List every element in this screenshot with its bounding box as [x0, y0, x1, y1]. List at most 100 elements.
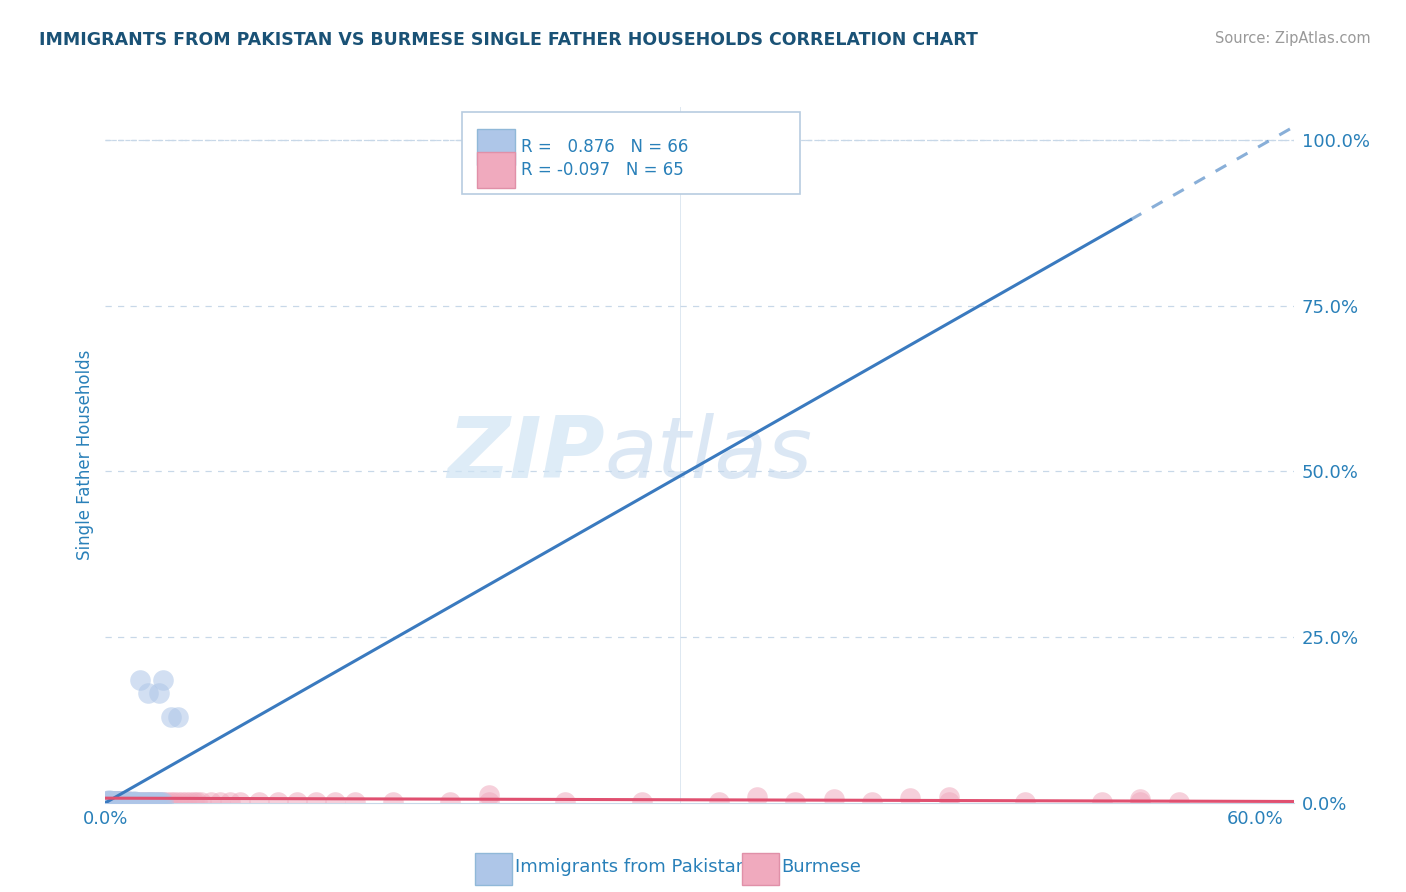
- Point: [104, 795, 127, 809]
- Point: [938, 795, 960, 809]
- Point: [125, 795, 148, 809]
- Point: [267, 795, 290, 809]
- Point: [143, 795, 166, 809]
- Point: [104, 795, 127, 809]
- Point: [98, 795, 121, 809]
- Point: [209, 795, 232, 809]
- Point: [110, 795, 132, 809]
- Point: [114, 795, 136, 809]
- Point: [136, 795, 159, 809]
- Point: [136, 686, 159, 700]
- Point: [114, 795, 136, 809]
- Point: [159, 709, 181, 723]
- Point: [108, 795, 131, 809]
- Point: [100, 794, 122, 808]
- Point: [105, 795, 128, 809]
- Point: [108, 795, 131, 809]
- Point: [167, 795, 190, 809]
- FancyBboxPatch shape: [461, 112, 800, 194]
- FancyBboxPatch shape: [477, 152, 516, 187]
- Point: [104, 794, 127, 808]
- Point: [98, 794, 121, 808]
- Point: [108, 795, 131, 809]
- Text: IMMIGRANTS FROM PAKISTAN VS BURMESE SINGLE FATHER HOUSEHOLDS CORRELATION CHART: IMMIGRANTS FROM PAKISTAN VS BURMESE SING…: [39, 31, 979, 49]
- Point: [100, 795, 122, 809]
- Point: [115, 795, 138, 809]
- Point: [117, 795, 139, 809]
- Point: [125, 795, 148, 809]
- Text: Immigrants from Pakistan: Immigrants from Pakistan: [515, 858, 747, 876]
- Point: [96, 795, 118, 809]
- Point: [100, 795, 122, 809]
- Point: [127, 795, 149, 809]
- Point: [554, 795, 576, 809]
- Point: [228, 795, 250, 809]
- Point: [121, 795, 143, 809]
- FancyBboxPatch shape: [477, 129, 516, 166]
- Point: [167, 709, 190, 723]
- Point: [104, 795, 127, 809]
- Point: [117, 795, 139, 809]
- Point: [135, 795, 157, 809]
- Point: [98, 795, 121, 809]
- Point: [146, 795, 169, 809]
- Point: [105, 795, 128, 809]
- Point: [110, 795, 132, 809]
- Point: [129, 795, 152, 809]
- Point: [100, 795, 122, 809]
- Point: [111, 795, 134, 809]
- Point: [108, 795, 131, 809]
- Point: [105, 795, 128, 809]
- Text: atlas: atlas: [605, 413, 813, 497]
- Point: [111, 795, 134, 809]
- Point: [100, 795, 122, 809]
- Point: [1091, 795, 1114, 809]
- Point: [707, 795, 730, 809]
- Point: [148, 686, 170, 700]
- Point: [156, 795, 179, 809]
- Point: [96, 794, 118, 808]
- Point: [101, 794, 124, 808]
- Point: [143, 795, 166, 809]
- Point: [745, 790, 768, 805]
- Point: [108, 795, 131, 809]
- Text: Source: ZipAtlas.com: Source: ZipAtlas.com: [1215, 31, 1371, 46]
- Point: [305, 795, 328, 809]
- Point: [114, 795, 136, 809]
- Point: [120, 795, 142, 809]
- Point: [172, 795, 194, 809]
- Point: [631, 795, 654, 809]
- Point: [1129, 795, 1152, 809]
- Point: [121, 795, 143, 809]
- Point: [219, 795, 242, 809]
- Text: R =   0.876   N = 66: R = 0.876 N = 66: [522, 138, 689, 156]
- Point: [111, 795, 134, 809]
- Point: [111, 795, 134, 809]
- Point: [478, 788, 501, 802]
- Point: [129, 673, 152, 688]
- Point: [122, 795, 145, 809]
- Point: [96, 795, 118, 809]
- Point: [101, 795, 124, 809]
- Point: [898, 791, 921, 805]
- Point: [101, 795, 124, 809]
- Point: [152, 795, 174, 809]
- Point: [381, 795, 404, 809]
- Point: [285, 795, 308, 809]
- Point: [785, 795, 807, 809]
- Point: [105, 794, 128, 808]
- Point: [152, 673, 174, 688]
- Point: [114, 795, 136, 809]
- Point: [159, 795, 181, 809]
- Point: [179, 795, 201, 809]
- Point: [247, 795, 270, 809]
- Point: [163, 795, 186, 809]
- Text: Burmese: Burmese: [782, 858, 862, 876]
- Point: [110, 795, 132, 809]
- Point: [110, 794, 132, 808]
- Point: [117, 795, 139, 809]
- Point: [1129, 792, 1152, 806]
- Point: [96, 795, 118, 809]
- Y-axis label: Single Father Households: Single Father Households: [76, 350, 94, 560]
- Point: [1167, 795, 1189, 809]
